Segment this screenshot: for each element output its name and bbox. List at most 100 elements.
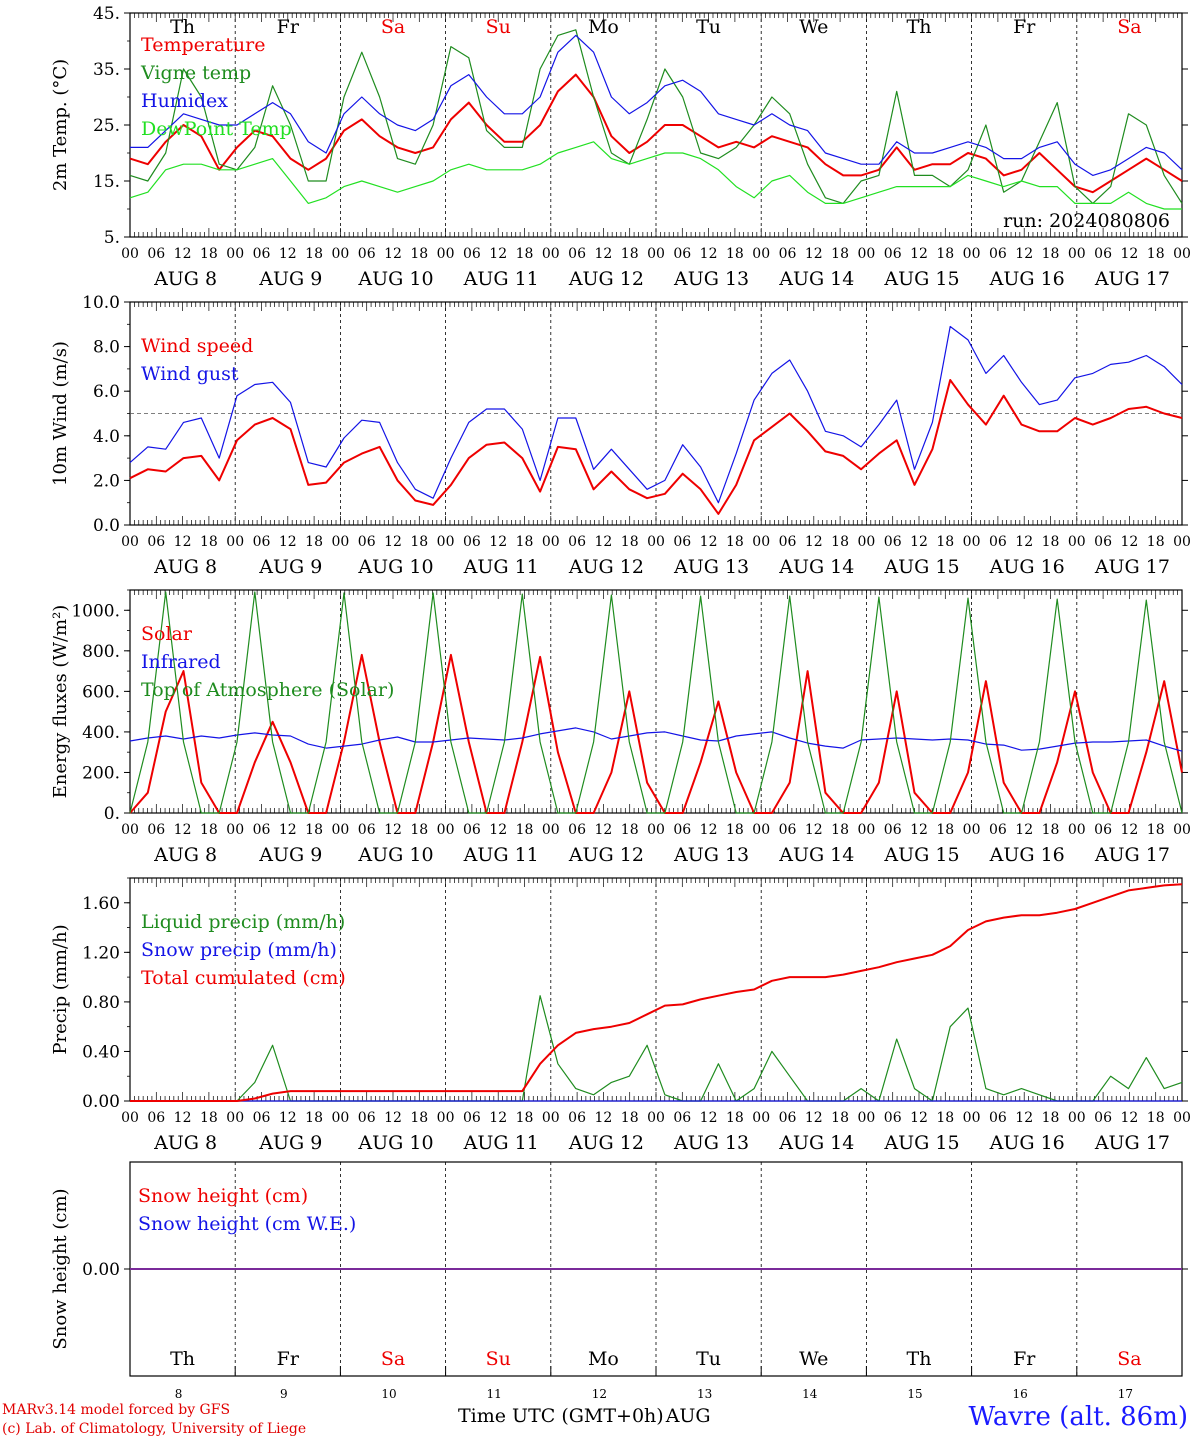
hour-tick-label: 12 [805, 822, 823, 838]
legend-entry: Liquid precip (mm/h) [141, 911, 345, 933]
hour-tick-label: 18 [726, 822, 744, 838]
hour-tick-label: 06 [147, 534, 165, 550]
day-label: AUG 12 [568, 844, 644, 866]
hour-tick-label: 00 [331, 822, 349, 838]
day-label: AUG 14 [778, 1132, 854, 1154]
hour-tick-label: 12 [1120, 246, 1138, 262]
hour-tick-label: 18 [305, 246, 323, 262]
hour-tick-label: 06 [779, 1110, 797, 1126]
weekday-label: Su [486, 1348, 511, 1370]
legend-entry: Temperature [141, 34, 265, 56]
hour-tick-label: 06 [253, 534, 271, 550]
day-label: AUG 15 [883, 844, 959, 866]
hour-tick-label: 18 [1147, 822, 1165, 838]
legend-entry: Vigne temp [140, 62, 251, 84]
day-label: AUG 15 [883, 268, 959, 290]
hour-tick-label: 12 [489, 1110, 507, 1126]
credit-lab: (c) Lab. of Climatology, University of L… [2, 1421, 307, 1437]
x-axis-title: Time UTC (GMT+0h) AUG [456, 1405, 711, 1427]
day-label: AUG 8 [153, 268, 217, 290]
hour-tick-label: 00 [963, 822, 981, 838]
hour-tick-label: 00 [1173, 822, 1191, 838]
y-tick-label: 1.60 [82, 894, 120, 914]
hour-tick-label: 00 [437, 246, 455, 262]
day-label: AUG 10 [357, 1132, 433, 1154]
credit-model: MARv3.14 model forced by GFS [2, 1402, 231, 1418]
hour-tick-label: 06 [673, 534, 691, 550]
hour-tick-label: 00 [226, 1110, 244, 1126]
y-tick-label: 10.0 [82, 293, 120, 313]
hour-tick-label: 06 [147, 822, 165, 838]
legend-entry: Snow precip (mm/h) [141, 939, 337, 961]
day-label: AUG 16 [989, 1132, 1065, 1154]
weekday-label: Su [486, 16, 511, 38]
hour-tick-label: 00 [331, 534, 349, 550]
hour-tick-label: 12 [594, 1110, 612, 1126]
day-label: AUG 9 [258, 268, 322, 290]
panel-2 [124, 301, 1188, 526]
series-line [129, 379, 1183, 515]
hour-tick-label: 00 [121, 534, 139, 550]
day-label: AUG 13 [673, 1132, 749, 1154]
y-axis-label: Snow height (cm) [50, 1188, 71, 1349]
day-label: AUG 13 [673, 556, 749, 578]
day-label: AUG 9 [258, 1132, 322, 1154]
weekday-label: Th [170, 1348, 195, 1370]
hour-tick-label: 12 [384, 246, 402, 262]
hour-tick-label: 12 [1015, 822, 1033, 838]
hour-tick-label: 12 [384, 822, 402, 838]
hour-tick-label: 12 [910, 534, 928, 550]
hour-tick-label: 06 [147, 246, 165, 262]
hour-tick-label: 06 [1094, 246, 1112, 262]
weekday-label: Mo [588, 16, 619, 38]
y-tick-label: 0.80 [82, 993, 120, 1013]
hour-tick-label: 00 [647, 534, 665, 550]
hour-tick-label: 12 [700, 534, 718, 550]
y-tick-label: 15. [93, 172, 120, 192]
y-tick-label: 6.0 [93, 382, 120, 402]
weekday-label: Tu [696, 16, 721, 38]
series-line [129, 591, 1183, 814]
hour-tick-label: 12 [489, 246, 507, 262]
weekday-label: Fr [1013, 16, 1036, 38]
hour-tick-label: 18 [1042, 1110, 1060, 1126]
weekday-label: Fr [1013, 1348, 1036, 1370]
hour-tick-label: 06 [463, 246, 481, 262]
day-label: AUG 11 [463, 844, 539, 866]
panel-3 [124, 589, 1188, 814]
hour-tick-label: 18 [726, 1110, 744, 1126]
series-line [130, 883, 1183, 1102]
hour-tick-label: 00 [857, 246, 875, 262]
hour-tick-label: 12 [1120, 534, 1138, 550]
hour-tick-label: 00 [857, 1110, 875, 1126]
hour-tick-label: 12 [594, 822, 612, 838]
day-label: AUG 15 [883, 556, 959, 578]
hour-tick-label: 18 [936, 822, 954, 838]
hour-tick-label: 12 [1015, 534, 1033, 550]
hour-tick-label: 06 [1094, 822, 1112, 838]
y-tick-label: 400. [82, 723, 120, 743]
panel-4 [124, 877, 1188, 1102]
hour-tick-label: 00 [647, 246, 665, 262]
run-label: run: 2024080806 [1003, 210, 1170, 232]
day-label: AUG 16 [989, 268, 1065, 290]
weekday-label: We [799, 16, 828, 38]
hour-tick-label: 18 [726, 534, 744, 550]
day-label: AUG 12 [568, 556, 644, 578]
hour-tick-label: 12 [174, 534, 192, 550]
hour-tick-label: 12 [1120, 1110, 1138, 1126]
day-label: AUG 12 [568, 268, 644, 290]
hour-tick-label: 18 [621, 822, 639, 838]
hour-tick-label: 06 [463, 534, 481, 550]
day-label: AUG 17 [1094, 1132, 1170, 1154]
legend-entry: DewPoint Temp [141, 118, 292, 140]
hour-tick-label: 18 [621, 246, 639, 262]
day-number-label: 11 [487, 1387, 502, 1401]
y-axis-label: Precip (mm/h) [50, 924, 71, 1054]
y-tick-label: 2.0 [93, 471, 120, 491]
hour-tick-label: 18 [305, 534, 323, 550]
hour-tick-label: 00 [857, 534, 875, 550]
hour-tick-label: 18 [831, 822, 849, 838]
hour-tick-label: 18 [726, 246, 744, 262]
